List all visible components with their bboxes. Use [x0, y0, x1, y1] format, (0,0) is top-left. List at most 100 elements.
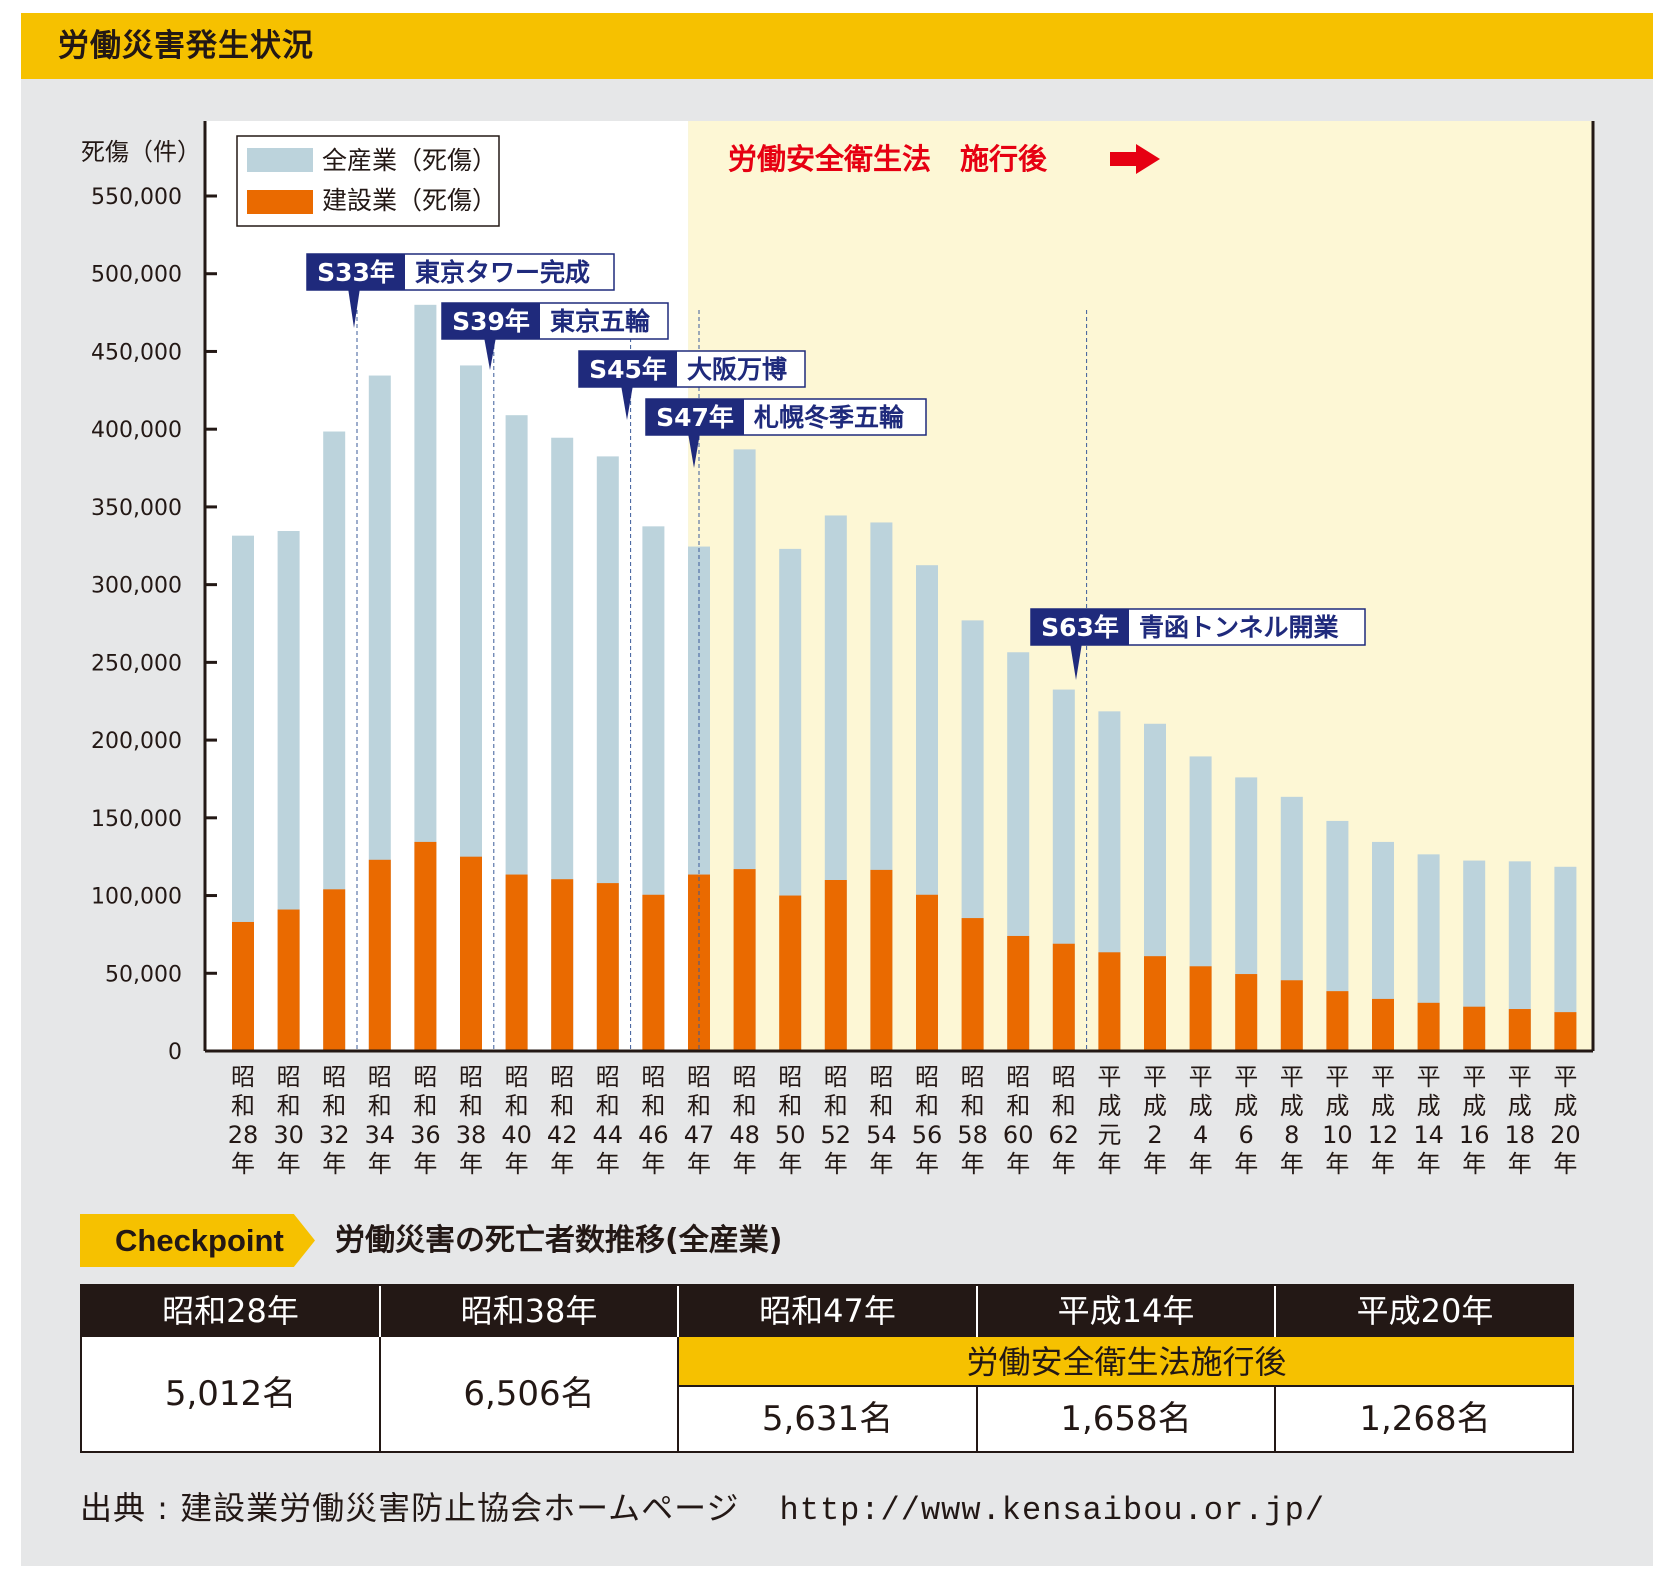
x-tick-label: 昭: [641, 1063, 665, 1091]
table-cell: 1,658名: [978, 1387, 1276, 1451]
x-tick-label: 和: [961, 1092, 985, 1120]
bar-construction: [961, 918, 984, 1051]
x-tick-label: 34: [365, 1121, 396, 1149]
x-tick-label: 年: [1234, 1150, 1258, 1178]
event-pointer: [621, 385, 633, 420]
bar-construction: [505, 874, 528, 1051]
x-tick-label: 成: [1097, 1092, 1121, 1120]
y-tick-label: 0: [168, 1040, 182, 1065]
x-tick-label: 成: [1234, 1092, 1258, 1120]
law-enforced-row: 労働安全衛生法施行後: [679, 1337, 1574, 1387]
x-tick-label: 和: [641, 1092, 665, 1120]
bar-construction: [460, 856, 482, 1051]
bar-construction: [368, 859, 391, 1051]
x-tick-label: 14: [1413, 1121, 1444, 1149]
x-tick-label: 和: [778, 1092, 802, 1120]
x-tick-label: 昭: [277, 1063, 301, 1091]
x-tick-label: 和: [869, 1092, 893, 1120]
x-tick-label: 年: [1508, 1150, 1532, 1178]
table-header-cell: 平成14年: [978, 1286, 1276, 1337]
x-tick-label: 年: [596, 1150, 620, 1178]
bar-construction: [1508, 1009, 1531, 1051]
event-year: S33年: [317, 258, 395, 287]
event-year-box: [579, 351, 677, 387]
bar-construction: [870, 869, 893, 1051]
x-tick-label: 年: [641, 1150, 665, 1178]
x-tick-label: 成: [1371, 1092, 1395, 1120]
x-tick-label: 昭: [733, 1063, 757, 1091]
y-tick-label: 500,000: [91, 263, 182, 288]
y-tick-label: 250,000: [91, 651, 182, 676]
x-tick-label: 年: [915, 1150, 939, 1178]
x-tick-label: 平: [1553, 1063, 1577, 1091]
bar-construction: [414, 841, 437, 1051]
legend-label: 全産業（死傷）: [322, 146, 497, 175]
y-tick-label: 300,000: [91, 574, 182, 599]
bar-construction: [916, 894, 938, 1051]
x-tick-label: 年: [231, 1150, 255, 1178]
checkpoint-tag: [80, 1214, 315, 1267]
x-tick-label: 年: [1189, 1150, 1213, 1178]
y-tick-label: 150,000: [91, 807, 182, 832]
bar-construction: [1554, 1012, 1577, 1051]
bar-construction: [1189, 966, 1212, 1051]
x-tick-label: 和: [550, 1092, 574, 1120]
checkpoint-label: Checkpoint: [115, 1223, 284, 1258]
event-year: S47年: [656, 403, 734, 432]
x-tick-label: 8: [1284, 1121, 1299, 1149]
x-tick-label: 和: [505, 1092, 529, 1120]
table-cell: 5,631名: [679, 1387, 978, 1451]
source-url: http://www.kensaibou.or.jp/: [779, 1492, 1326, 1529]
bar-construction: [1463, 1006, 1486, 1051]
x-tick-label: 年: [778, 1150, 802, 1178]
x-tick-label: 40: [501, 1121, 532, 1149]
legend-swatch-all-industry: [247, 148, 313, 172]
x-tick-label: 年: [1325, 1150, 1349, 1178]
source-label: 出典 : 建設業労働災害防止協会ホームページ: [80, 1489, 740, 1527]
x-tick-label: 年: [1097, 1150, 1121, 1178]
x-tick-label: 平: [1371, 1063, 1395, 1091]
x-tick-label: 昭: [231, 1063, 255, 1091]
event-year-box: [1031, 609, 1129, 645]
x-tick-label: 年: [459, 1150, 483, 1178]
x-tick-label: 32: [319, 1121, 350, 1149]
x-tick-label: 47: [684, 1121, 715, 1149]
x-tick-label: 年: [869, 1150, 893, 1178]
y-tick-label: 200,000: [91, 729, 182, 754]
bar-construction: [277, 909, 300, 1051]
bar-construction: [551, 879, 574, 1051]
y-tick-label: 400,000: [91, 418, 182, 443]
x-tick-label: 60: [1003, 1121, 1034, 1149]
bar-construction: [1326, 991, 1349, 1051]
x-tick-label: 年: [1417, 1150, 1441, 1178]
legend-swatch-construction: [247, 190, 313, 214]
bar-all-industry: [1463, 860, 1486, 1051]
x-tick-label: 18: [1505, 1121, 1536, 1149]
fatality-table: 昭和28年 昭和38年 昭和47年 平成14年 平成20年 5,012名 6,5…: [80, 1284, 1574, 1453]
event-label: 札幌冬季五輪: [753, 403, 905, 432]
x-tick-label: 平: [1189, 1063, 1213, 1091]
table-cell: 5,012名: [82, 1337, 381, 1451]
x-tick-label: 52: [821, 1121, 852, 1149]
x-tick-label: 成: [1189, 1092, 1213, 1120]
table-header-cell: 昭和47年: [679, 1286, 978, 1337]
x-tick-label: 成: [1553, 1092, 1577, 1120]
event-pointer: [484, 337, 496, 370]
x-tick-label: 年: [1052, 1150, 1076, 1178]
x-tick-label: 年: [1553, 1150, 1577, 1178]
table-header-cell: 昭和28年: [82, 1286, 381, 1337]
bar-construction: [1052, 943, 1075, 1051]
event-year: S39年: [452, 307, 530, 336]
x-tick-label: 昭: [322, 1063, 346, 1091]
x-tick-label: 和: [1052, 1092, 1076, 1120]
event-label: 東京タワー完成: [415, 258, 590, 287]
x-tick-label: 年: [1280, 1150, 1304, 1178]
x-tick-label: 昭: [550, 1063, 574, 1091]
x-tick-label: 年: [322, 1150, 346, 1178]
event-label: 東京五輪: [550, 307, 651, 336]
bar-construction: [779, 895, 802, 1051]
x-tick-label: 年: [961, 1150, 985, 1178]
x-tick-label: 和: [322, 1092, 346, 1120]
event-pointer: [688, 433, 700, 468]
x-tick-label: 和: [459, 1092, 483, 1120]
